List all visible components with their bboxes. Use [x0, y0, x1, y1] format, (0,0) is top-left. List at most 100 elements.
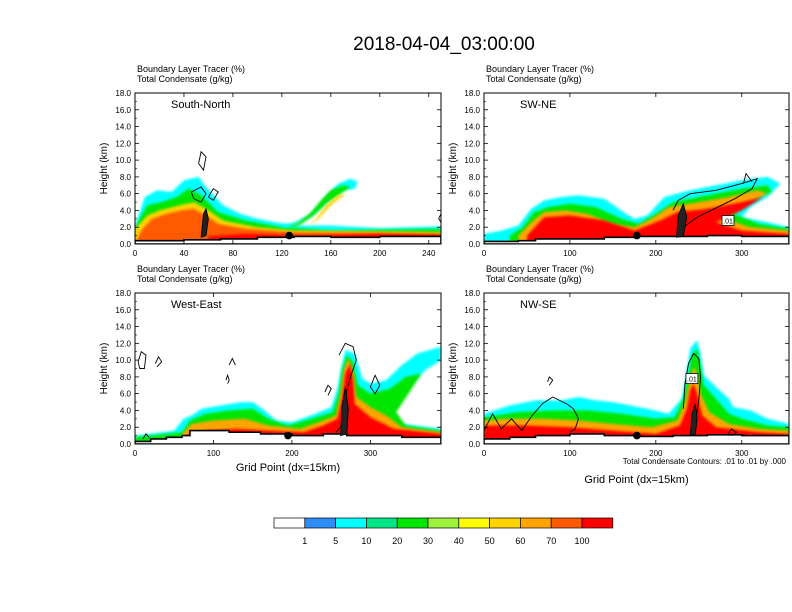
panel-label: West-East	[171, 299, 222, 311]
contour-label: .01	[687, 377, 697, 384]
y-tick-label: 10.0	[464, 356, 480, 365]
x-tick-label: 300	[735, 249, 749, 258]
panel-title-line: Total Condensate (g/kg)	[137, 74, 233, 84]
contour-label-box	[721, 215, 735, 226]
y-tick-label: 2.0	[120, 423, 132, 432]
panel-south-north: Boundary Layer Tracer (%)Total Condensat…	[99, 64, 442, 258]
x-tick-label: 240	[422, 249, 436, 258]
y-tick-label: 4.0	[120, 206, 132, 215]
condensate-contour	[438, 213, 441, 223]
colorbar-swatch	[550, 517, 583, 529]
y-tick-label: 2.0	[120, 223, 132, 232]
panel-label: South-North	[171, 99, 230, 111]
colorbar-label: 5	[333, 536, 338, 546]
condensate-core	[340, 386, 349, 437]
y-tick-label: 4.0	[469, 206, 481, 215]
y-tick-label: 10.0	[464, 156, 480, 165]
colorbar-swatch	[335, 517, 367, 529]
condensate-contour	[225, 373, 230, 384]
y-tick-label: 0.0	[469, 240, 481, 249]
y-tick-label: 18.0	[115, 289, 131, 298]
x-tick-label: 100	[563, 449, 577, 458]
y-tick-label: 0.0	[469, 440, 481, 449]
colorbar-swatch	[520, 517, 552, 529]
y-tick-label: 12.0	[464, 339, 480, 348]
colorbar-label: 10	[361, 536, 371, 546]
condensate-contour	[190, 186, 207, 203]
tracer-field-level-10	[484, 383, 789, 444]
x-tick-label: 160	[324, 249, 338, 258]
y-tick-label: 12.0	[464, 139, 480, 148]
tracer-field-level-10	[527, 197, 789, 244]
condensate-contour	[484, 396, 579, 433]
tracer-field-level-10	[185, 363, 441, 444]
panel-title-line: Boundary Layer Tracer (%)	[486, 64, 594, 74]
panel-title-line: Total Condensate (g/kg)	[137, 274, 233, 284]
y-tick-label: 6.0	[469, 190, 481, 199]
contour-label-box	[685, 373, 699, 384]
y-tick-label: 0.0	[120, 240, 132, 249]
y-tick-label: 12.0	[115, 339, 131, 348]
x-tick-label: 200	[373, 249, 387, 258]
y-axis-label: Height (km)	[448, 143, 459, 195]
x-tick-label: 120	[275, 249, 289, 258]
panel-label: NW-SE	[520, 299, 556, 311]
colorbar-label: 40	[454, 536, 464, 546]
tracer-field-level-4	[286, 185, 351, 228]
colorbar-swatch	[396, 517, 429, 529]
location-marker	[633, 231, 641, 240]
y-tick-label: 16.0	[464, 106, 480, 115]
y-tick-label: 6.0	[120, 190, 132, 199]
condensate-contour	[228, 357, 236, 366]
y-tick-label: 6.0	[469, 390, 481, 399]
location-marker	[285, 231, 294, 240]
condensate-contour	[154, 355, 163, 368]
y-tick-label: 12.0	[115, 139, 131, 148]
colorbar-label: 20	[392, 536, 402, 546]
colorbar-swatch	[304, 517, 336, 529]
plot-area: .01	[484, 93, 789, 244]
x-tick-label: 200	[649, 449, 663, 458]
condensate-contour	[324, 384, 332, 396]
x-tick-label: 300	[364, 449, 378, 458]
condensate-contour	[727, 428, 738, 436]
x-tick-label: 300	[735, 449, 749, 458]
x-axis-label: Grid Point (dx=15km)	[236, 462, 340, 474]
x-tick-label: 0	[133, 449, 138, 458]
contour-note: Total Condensate Contours: .01 to .01 by…	[623, 457, 787, 466]
y-tick-label: 10.0	[115, 156, 131, 165]
y-axis-label: Height (km)	[99, 143, 110, 195]
condensate-contour	[672, 177, 759, 238]
x-tick-label: 100	[207, 449, 221, 458]
contour-label: .01	[723, 219, 733, 226]
condensate-contour	[547, 376, 554, 386]
condensate-core	[676, 202, 688, 238]
condensate-contour	[198, 150, 207, 172]
colorbar: 1 5 10 20 30 40 50 60 70 100	[273, 517, 614, 546]
location-marker	[284, 431, 292, 440]
x-tick-label: 80	[228, 249, 237, 258]
colorbar-swatch	[427, 517, 460, 529]
colorbar-swatch	[273, 517, 306, 529]
location-marker	[633, 431, 641, 440]
x-tick-label: 0	[482, 449, 487, 458]
colorbar-swatch	[366, 517, 398, 529]
y-tick-label: 16.0	[115, 306, 131, 315]
colorbar-label: 1	[302, 536, 307, 546]
y-tick-label: 8.0	[469, 373, 481, 382]
y-tick-label: 4.0	[120, 406, 132, 415]
condensate-core	[689, 403, 698, 437]
panel-sw-ne: Boundary Layer Tracer (%)Total Condensat…	[448, 64, 790, 258]
panel-title-line: Total Condensate (g/kg)	[486, 274, 582, 284]
colorbar-label: 70	[546, 536, 556, 546]
y-tick-label: 14.0	[115, 323, 131, 332]
x-tick-label: 40	[180, 249, 189, 258]
x-tick-label: 200	[285, 449, 299, 458]
y-tick-label: 8.0	[469, 173, 481, 182]
tracer-field-level-7	[306, 193, 346, 228]
colorbar-label: 60	[515, 536, 525, 546]
colorbar-swatch	[458, 517, 490, 529]
y-axis-label: Height (km)	[99, 343, 110, 395]
panel-title-line: Boundary Layer Tracer (%)	[137, 64, 245, 74]
colorbar-label: 50	[485, 536, 495, 546]
